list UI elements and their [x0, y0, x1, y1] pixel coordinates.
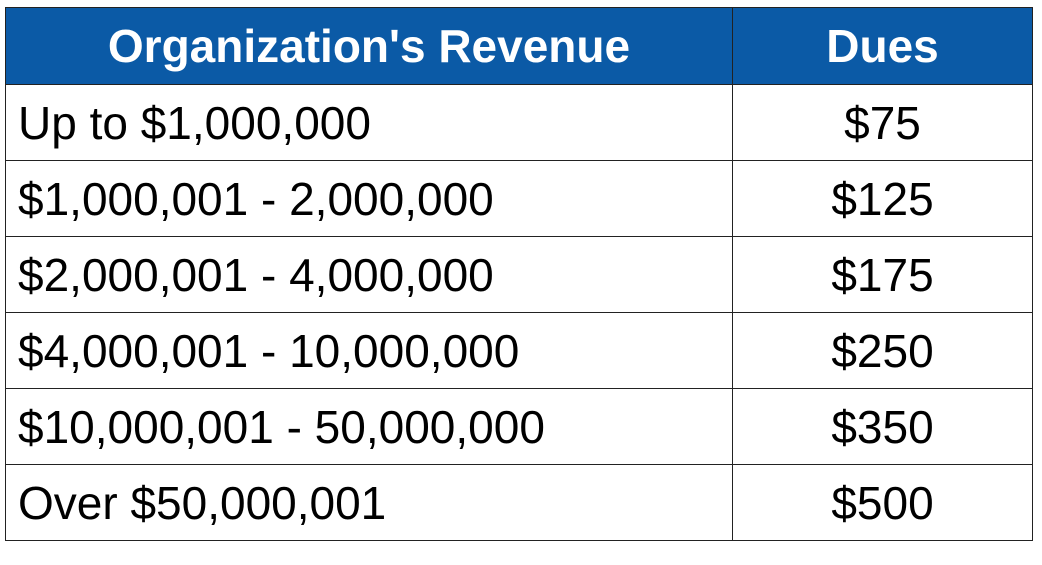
revenue-cell: $2,000,001 - 4,000,000 — [5, 236, 733, 313]
header-row: Organization's Revenue Dues — [5, 7, 1033, 85]
table-row: Up to $1,000,000 $75 — [5, 84, 1033, 161]
revenue-cell: $1,000,001 - 2,000,000 — [5, 160, 733, 237]
table-row: $2,000,001 - 4,000,000 $175 — [5, 236, 1033, 313]
revenue-cell: $10,000,001 - 50,000,000 — [5, 388, 733, 465]
table-row: Over $50,000,001 $500 — [5, 464, 1033, 541]
dues-cell: $350 — [732, 388, 1033, 465]
dues-cell: $175 — [732, 236, 1033, 313]
table-row: $4,000,001 - 10,000,000 $250 — [5, 312, 1033, 389]
header-cell: Dues — [732, 7, 1033, 85]
table-head: Organization's Revenue Dues — [5, 7, 1033, 85]
dues-cell: $500 — [732, 464, 1033, 541]
table-body: Up to $1,000,000 $75 $1,000,001 - 2,000,00… — [5, 84, 1033, 541]
dues-cell: $250 — [732, 312, 1033, 389]
revenue-cell: Over $50,000,001 — [5, 464, 733, 541]
table-row: $10,000,001 - 50,000,000 $350 — [5, 388, 1033, 465]
revenue-cell: Up to $1,000,000 — [5, 84, 733, 161]
dues-cell: $75 — [732, 84, 1033, 161]
dues-table: Organization's Revenue Dues Up to $1,000… — [5, 7, 1033, 541]
revenue-cell: $4,000,001 - 10,000,000 — [5, 312, 733, 389]
table-row: $1,000,001 - 2,000,000 $125 — [5, 160, 1033, 237]
header-cell: Organization's Revenue — [5, 7, 733, 85]
dues-cell: $125 — [732, 160, 1033, 237]
